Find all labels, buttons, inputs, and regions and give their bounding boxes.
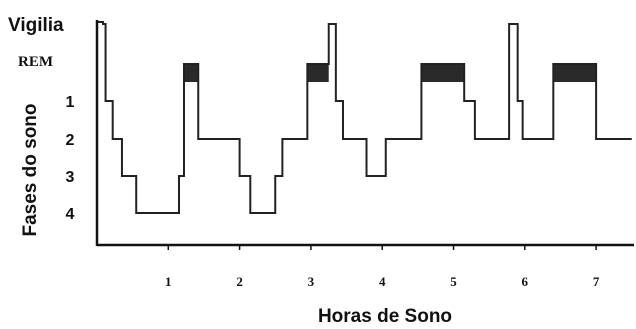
y-tick-1: 1	[66, 94, 75, 111]
x-tick-6: 6	[522, 274, 529, 289]
y-tick-4: 4	[66, 206, 75, 223]
x-tick-5: 5	[450, 274, 457, 289]
y-tick-rem: REM	[18, 54, 53, 70]
x-axis-label: Horas de Sono	[318, 306, 452, 327]
x-tick-1: 1	[165, 274, 172, 289]
y-tick-labels: Vigilia REM 1 2 3 4	[8, 15, 75, 223]
rem-block-4	[553, 64, 597, 82]
rem-blocks	[183, 64, 597, 82]
rem-block-3	[421, 64, 465, 82]
sleep-stage-line	[98, 21, 632, 214]
x-tick-7: 7	[593, 274, 600, 289]
x-tick-3: 3	[308, 274, 315, 289]
x-tick-2: 2	[236, 274, 243, 289]
rem-block-2	[307, 64, 329, 82]
rem-block-1	[183, 64, 199, 82]
y-tick-3: 3	[66, 169, 75, 186]
y-axis-label: Fases do sono	[20, 103, 41, 236]
x-tick-4: 4	[379, 274, 386, 289]
y-tick-2: 2	[66, 132, 75, 149]
x-tick-labels: 1 2 3 4 5 6 7	[165, 245, 600, 289]
y-tick-vigilia: Vigilia	[8, 15, 64, 36]
